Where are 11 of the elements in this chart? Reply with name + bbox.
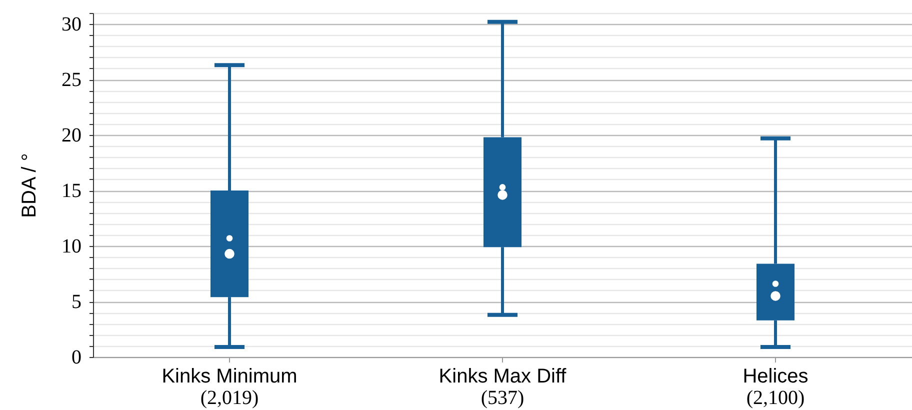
category-label: Kinks Max Diff (537) bbox=[438, 366, 566, 409]
y-tick-label: 10 bbox=[62, 236, 82, 258]
category-label: Helices (2,100) bbox=[742, 366, 808, 409]
y-tick-label: 30 bbox=[62, 14, 82, 36]
y-tick-label: 20 bbox=[62, 124, 82, 147]
y-tick-label: 0 bbox=[72, 346, 82, 368]
y-tick-label: 15 bbox=[62, 180, 82, 202]
category-label: Kinks Minimum (2,019) bbox=[162, 366, 298, 409]
y-tick-label: 5 bbox=[72, 291, 82, 314]
y-axis-title: BDA / ° bbox=[18, 153, 40, 218]
y-tick-label: 25 bbox=[62, 69, 82, 92]
